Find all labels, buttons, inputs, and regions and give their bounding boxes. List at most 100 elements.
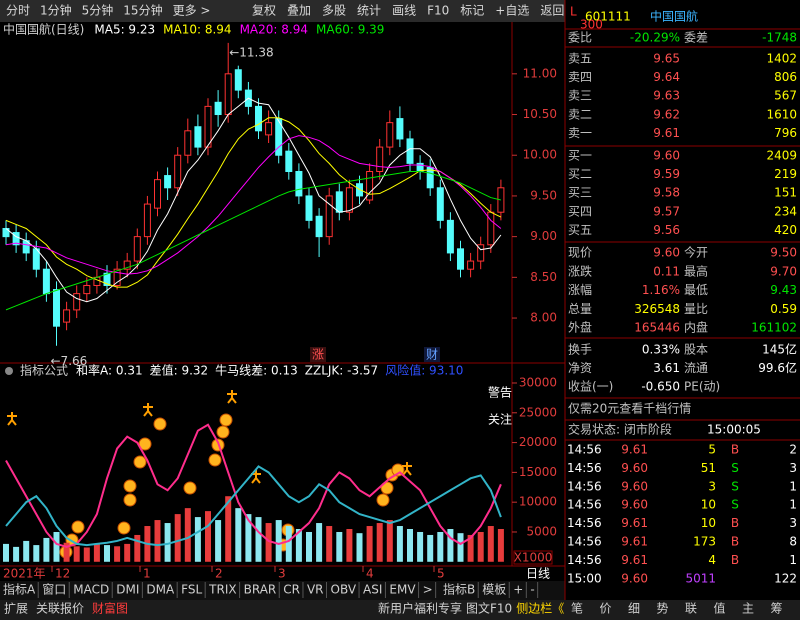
status-button[interactable]: 关联报价 xyxy=(36,601,84,616)
tick-trade-cell: S xyxy=(731,461,739,475)
quote-cell: 165446 xyxy=(634,321,680,335)
order-book-cell: 234 xyxy=(774,204,797,218)
candle-body xyxy=(366,171,374,201)
side-icon[interactable]: 联 xyxy=(685,602,697,616)
toolbar-button[interactable]: 画线 xyxy=(392,4,416,18)
indicator-title: 指标公式 xyxy=(20,363,68,378)
volume-bar xyxy=(477,531,484,562)
indicator-tab[interactable]: DMI xyxy=(116,583,139,597)
quote-cell: 9.60 xyxy=(653,246,680,260)
candle-body xyxy=(325,195,333,238)
indicator-tab[interactable]: OBV xyxy=(331,583,357,597)
volume-bar xyxy=(3,543,9,562)
tick-trade-cell: 9.60 xyxy=(621,479,648,493)
side-icon[interactable]: 筹 xyxy=(770,602,782,616)
quote-cell: PE(动) xyxy=(684,380,720,394)
status-bar xyxy=(0,600,800,620)
quote-cell: 今开 xyxy=(684,245,708,260)
tick-trade-cell: 14:56 xyxy=(567,553,602,567)
toolbar-button[interactable]: 返回 xyxy=(540,4,564,18)
side-icon[interactable]: 势 xyxy=(656,602,668,616)
indicator-tab[interactable]: - xyxy=(530,583,534,597)
order-book-cell: 567 xyxy=(774,89,797,103)
toolbar-button[interactable]: 标记 xyxy=(460,4,484,18)
status-button[interactable]: 财富图 xyxy=(92,601,128,616)
order-book-cell: 买五 xyxy=(568,223,592,237)
tick-trade-cell: 2 xyxy=(789,443,797,457)
order-book-cell: 卖三 xyxy=(568,89,592,103)
indicator-tab[interactable]: 指标A xyxy=(3,582,36,597)
toolbar-button[interactable]: +自选 xyxy=(495,4,529,18)
volume-bar xyxy=(245,514,252,562)
toolbar-button[interactable]: 多股 xyxy=(322,4,346,18)
indicator-tab[interactable]: EMV xyxy=(389,583,416,597)
y-tick-label: 8.50 xyxy=(530,270,557,284)
order-book-cell: 卖一 xyxy=(568,126,592,140)
order-book-cell: 9.62 xyxy=(653,107,680,121)
tick-trade-cell: 122 xyxy=(774,571,797,585)
toolbar-button[interactable]: 分时 xyxy=(6,4,30,18)
status-button[interactable]: 侧边栏《 xyxy=(516,601,564,616)
indicator-tab[interactable]: 模板 xyxy=(482,583,506,597)
toolbar-button[interactable]: 1分钟 xyxy=(40,3,72,18)
indicator-tab[interactable]: BRAR xyxy=(244,583,277,597)
indicator-tab[interactable]: DMA xyxy=(146,583,175,597)
order-book-cell: 9.63 xyxy=(653,89,680,103)
indicator-tab[interactable]: FSL xyxy=(181,583,202,597)
status-button[interactable]: 扩展 xyxy=(4,602,28,616)
candle-body xyxy=(426,166,434,189)
candle-body xyxy=(103,272,111,286)
toolbar-button[interactable]: 15分钟 xyxy=(123,3,162,18)
volume-bar xyxy=(93,543,100,562)
upsell-banner[interactable]: 仅需20元查看千档行情 xyxy=(568,402,691,416)
order-book-cell: 9.61 xyxy=(653,126,680,140)
tick-trade-cell: 14:56 xyxy=(567,516,602,530)
indicator-tab[interactable]: TRIX xyxy=(208,583,236,597)
quote-cell: 股本 xyxy=(684,343,708,357)
quote-cell: 161102 xyxy=(751,321,797,335)
volume-bar xyxy=(225,496,232,562)
volume-bar xyxy=(255,517,262,562)
indicator-tab[interactable]: CR xyxy=(283,583,300,597)
indicator-tab[interactable]: 指标B xyxy=(443,582,475,597)
indicator-tab[interactable]: MACD xyxy=(73,583,109,597)
volume-bar xyxy=(23,540,30,562)
indicator-line xyxy=(5,465,502,547)
toolbar-button[interactable]: 叠加 xyxy=(287,4,311,18)
side-icon[interactable]: 笔 xyxy=(571,601,583,616)
quote-cell: 0.33% xyxy=(642,343,680,357)
quote-cell: 换手 xyxy=(568,343,592,357)
toolbar-button[interactable]: 复权 xyxy=(252,4,276,18)
tick-trade-cell: 51 xyxy=(701,461,716,475)
indicator-tab[interactable]: + xyxy=(513,583,523,597)
quote-cell: 净资 xyxy=(568,361,592,375)
quote-cell: -0.650 xyxy=(641,380,680,394)
side-icon[interactable]: 细 xyxy=(628,602,640,616)
indicator-tab[interactable]: 窗口 xyxy=(42,583,66,597)
indicator-tab[interactable]: ASI xyxy=(363,583,382,597)
volume-bar xyxy=(467,534,474,562)
volume-bar xyxy=(447,529,454,562)
toolbar-button[interactable]: 统计 xyxy=(357,4,381,18)
toolbar-button[interactable]: F10 xyxy=(427,4,449,18)
indicator-tab[interactable]: > xyxy=(423,583,433,597)
status-button[interactable]: 图文F10 xyxy=(466,601,512,616)
y-tick-label: 8.00 xyxy=(530,311,557,325)
tick-trade-cell: 4 xyxy=(708,553,716,567)
indicator-tab[interactable]: VR xyxy=(307,583,324,597)
ma-line xyxy=(5,135,502,275)
tick-trade-cell: 10 xyxy=(701,516,716,530)
toolbar-button[interactable]: 5分钟 xyxy=(82,3,114,18)
date-label: 3 xyxy=(278,567,286,581)
period-label[interactable]: 日线 xyxy=(526,567,550,581)
side-icon[interactable]: 价 xyxy=(599,602,611,616)
toolbar-button[interactable]: 更多 > xyxy=(173,4,211,18)
status-button[interactable]: 新用户福利专享 xyxy=(378,601,462,616)
candle-body xyxy=(214,101,222,116)
side-icon[interactable]: 值 xyxy=(713,601,725,616)
tick-trade-cell: 15:00 xyxy=(567,571,602,585)
event-mark: 财 xyxy=(426,348,438,362)
tick-trade-cell: 9.60 xyxy=(621,498,648,512)
side-icon[interactable]: 主 xyxy=(742,602,754,616)
order-book-cell: 9.58 xyxy=(653,186,680,200)
